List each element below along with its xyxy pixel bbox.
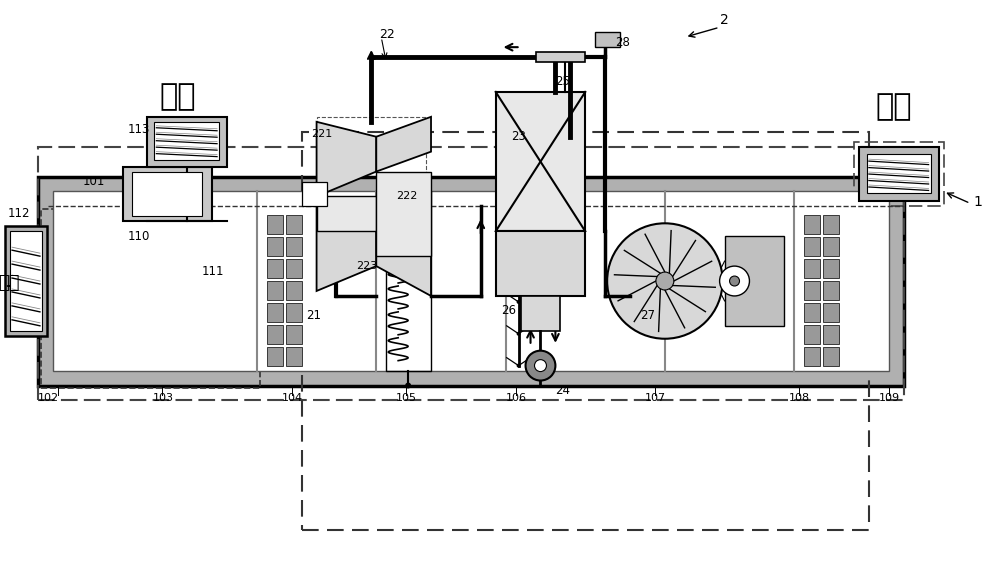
- Circle shape: [517, 268, 521, 272]
- Bar: [496, 231, 585, 296]
- Bar: [267, 325, 283, 344]
- Text: 102: 102: [38, 393, 59, 404]
- Bar: [823, 281, 839, 300]
- Polygon shape: [376, 231, 431, 296]
- Polygon shape: [317, 122, 376, 196]
- Text: 108: 108: [789, 393, 810, 404]
- Bar: [154, 122, 219, 160]
- Bar: [38, 147, 904, 400]
- Bar: [823, 325, 839, 344]
- Text: 112: 112: [8, 207, 31, 220]
- Bar: [823, 303, 839, 322]
- Text: 21: 21: [307, 309, 322, 323]
- Bar: [823, 237, 839, 256]
- Bar: [38, 176, 904, 385]
- Bar: [286, 325, 302, 344]
- Bar: [41, 210, 260, 388]
- Bar: [804, 303, 820, 322]
- Text: 1: 1: [973, 195, 982, 210]
- Text: 27: 27: [640, 309, 655, 323]
- Circle shape: [517, 236, 521, 240]
- Text: 25: 25: [555, 75, 570, 89]
- Bar: [804, 325, 820, 344]
- Bar: [286, 281, 302, 300]
- Text: 24: 24: [555, 384, 570, 397]
- Text: 221: 221: [312, 128, 333, 139]
- Text: 28: 28: [615, 36, 630, 49]
- Polygon shape: [725, 236, 784, 326]
- Bar: [536, 52, 585, 62]
- Circle shape: [720, 266, 749, 296]
- Circle shape: [656, 272, 674, 290]
- Text: 103: 103: [152, 393, 173, 404]
- Polygon shape: [376, 117, 431, 171]
- Bar: [286, 215, 302, 234]
- Bar: [267, 259, 283, 278]
- Text: 107: 107: [645, 393, 666, 404]
- Bar: [317, 196, 376, 231]
- Bar: [804, 215, 820, 234]
- Circle shape: [526, 351, 555, 380]
- Text: 26: 26: [501, 304, 516, 317]
- Text: 105: 105: [396, 393, 417, 404]
- Bar: [521, 296, 560, 331]
- Bar: [286, 237, 302, 256]
- Text: 23: 23: [511, 130, 526, 143]
- Bar: [267, 237, 283, 256]
- Circle shape: [607, 223, 723, 339]
- Text: 106: 106: [506, 393, 527, 404]
- Bar: [302, 132, 869, 530]
- Bar: [859, 147, 939, 202]
- Bar: [147, 117, 227, 167]
- Bar: [496, 92, 585, 231]
- Circle shape: [517, 364, 521, 368]
- Text: 223: 223: [356, 261, 378, 271]
- Circle shape: [730, 276, 740, 286]
- Text: 送风: 送风: [876, 93, 912, 122]
- Bar: [317, 117, 426, 196]
- Bar: [123, 167, 212, 222]
- Circle shape: [535, 360, 546, 372]
- Bar: [286, 259, 302, 278]
- Text: 2: 2: [720, 13, 728, 27]
- Text: 回风: 回风: [0, 274, 20, 292]
- Text: 109: 109: [879, 393, 900, 404]
- Bar: [302, 182, 327, 206]
- Text: 111: 111: [202, 264, 225, 278]
- Text: 22: 22: [379, 28, 395, 41]
- Bar: [267, 281, 283, 300]
- Bar: [286, 347, 302, 365]
- Bar: [267, 347, 283, 365]
- Text: 新风: 新风: [159, 82, 196, 111]
- Bar: [867, 154, 931, 194]
- Bar: [823, 347, 839, 365]
- Text: 101: 101: [83, 175, 105, 188]
- Circle shape: [517, 332, 521, 336]
- Text: 110: 110: [127, 230, 150, 243]
- Bar: [10, 231, 42, 331]
- Bar: [317, 196, 426, 291]
- Bar: [804, 237, 820, 256]
- Bar: [804, 259, 820, 278]
- Bar: [376, 171, 431, 256]
- Circle shape: [517, 300, 521, 304]
- Bar: [53, 191, 889, 371]
- Bar: [823, 215, 839, 234]
- Bar: [386, 191, 431, 371]
- Bar: [132, 171, 202, 216]
- Bar: [595, 32, 620, 47]
- Bar: [286, 303, 302, 322]
- Text: 113: 113: [127, 123, 150, 136]
- Bar: [267, 303, 283, 322]
- Bar: [804, 347, 820, 365]
- Bar: [5, 226, 47, 336]
- Polygon shape: [317, 206, 376, 291]
- Bar: [854, 142, 944, 206]
- Bar: [804, 281, 820, 300]
- Text: 104: 104: [282, 393, 303, 404]
- Circle shape: [405, 383, 411, 388]
- Text: 222: 222: [396, 191, 418, 202]
- Bar: [823, 259, 839, 278]
- Bar: [267, 215, 283, 234]
